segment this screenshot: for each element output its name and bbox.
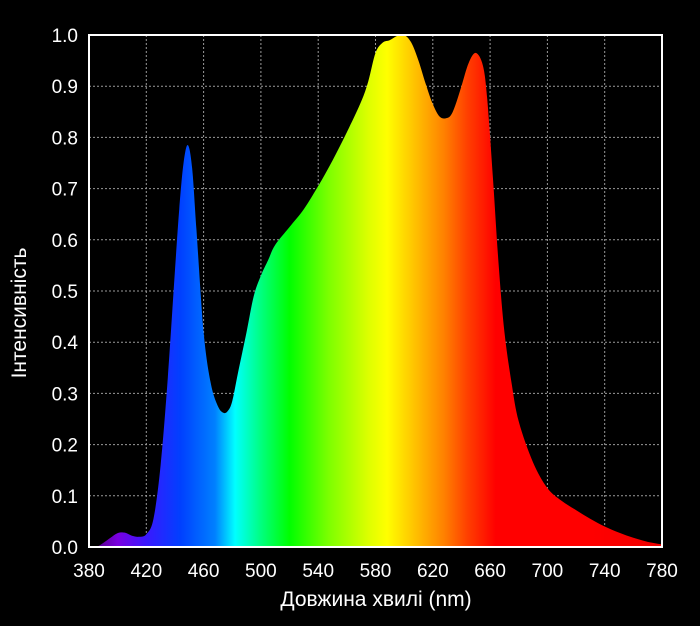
x-tick-label: 460 xyxy=(188,561,220,582)
x-tick-label: 700 xyxy=(532,561,564,582)
x-axis-title: Довжина хвилі (nm) xyxy=(280,588,471,611)
y-tick-label: 0.3 xyxy=(52,384,78,405)
x-tick-label: 660 xyxy=(474,561,506,582)
y-tick-label: 0.5 xyxy=(52,282,78,303)
y-tick-label: 0.0 xyxy=(52,538,78,559)
x-tick-label: 780 xyxy=(646,561,678,582)
x-tick-label: 380 xyxy=(73,561,105,582)
y-tick-label: 0.6 xyxy=(52,231,78,252)
y-tick-label: 0.2 xyxy=(52,436,78,457)
y-tick-labels: 0.0 0.1 0.2 0.3 0.4 0.5 0.6 0.7 0.8 0.9 1.0 xyxy=(52,26,79,559)
x-tick-label: 580 xyxy=(360,561,392,582)
x-tick-label: 540 xyxy=(302,561,334,582)
y-tick-label: 0.8 xyxy=(52,128,78,149)
y-tick-label: 0.7 xyxy=(52,180,78,201)
y-tick-label: 1.0 xyxy=(52,26,78,47)
x-tick-labels: 380 420 460 500 540 580 620 660 700 740 780 xyxy=(73,561,678,582)
spectrum-area xyxy=(89,34,662,547)
plot-frame xyxy=(88,34,663,548)
x-tick-label: 620 xyxy=(417,561,449,582)
x-tick-label: 740 xyxy=(589,561,621,582)
x-tick-label: 420 xyxy=(130,561,162,582)
y-tick-label: 0.4 xyxy=(52,333,79,354)
x-tick-label: 500 xyxy=(245,561,277,582)
y-axis-title: Інтенсивність xyxy=(8,248,31,379)
y-tick-label: 0.1 xyxy=(52,487,78,508)
y-tick-label: 0.9 xyxy=(52,77,78,98)
